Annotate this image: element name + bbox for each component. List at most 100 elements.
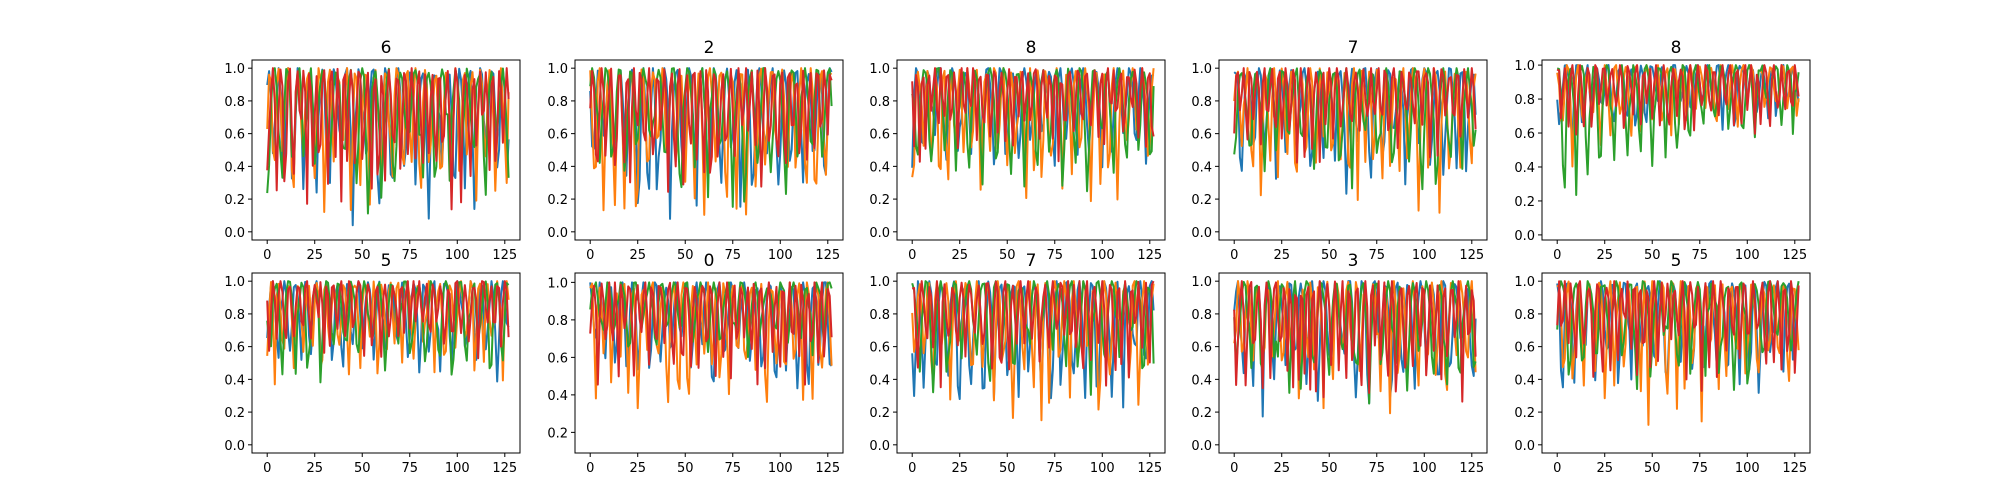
y-tick-label: 0.4 [1514, 161, 1535, 176]
y-tick-label: 0.8 [224, 308, 245, 323]
x-tick-label: 125 [1782, 461, 1807, 476]
x-tick-label: 75 [1046, 248, 1063, 263]
series-group [911, 280, 1155, 422]
x-tick-label: 100 [768, 461, 793, 476]
subplot-9: 0 25 50 75 100 125 0.0 0.2 0.4 0.6 0.8 1.0 3 [1191, 251, 1488, 476]
y-tick-label: 0.2 [1514, 195, 1535, 210]
x-tick-label: 100 [1090, 248, 1115, 263]
x-tick-label: 0 [586, 248, 594, 263]
y-tick-label: 0.8 [1514, 93, 1535, 108]
x-tick-label: 100 [445, 248, 470, 263]
axes-frame [574, 59, 844, 241]
series-group [589, 67, 833, 220]
series-group [1233, 67, 1477, 214]
y-tick-label: 0.6 [224, 341, 245, 356]
x-tick-label: 100 [1735, 248, 1760, 263]
y-tick-label: 0.2 [547, 193, 568, 208]
x-tick-label: 25 [1273, 461, 1290, 476]
x-tick-label: 0 [1553, 248, 1561, 263]
series-group [1556, 280, 1800, 426]
series-group [1556, 64, 1800, 196]
axes-frame [251, 272, 521, 454]
x-tick-label: 0 [908, 248, 916, 263]
x-tick-label: 125 [1137, 248, 1162, 263]
subplot-title: 7 [1348, 38, 1359, 58]
subplot-title: 8 [1671, 38, 1682, 58]
x-tick-label: 100 [768, 248, 793, 263]
series-group [589, 281, 833, 410]
x-tick-label: 0 [263, 461, 271, 476]
x-tick-label: 50 [1644, 461, 1661, 476]
series-line-3 [589, 281, 833, 359]
y-tick-label: 0.4 [869, 373, 890, 388]
y-tick-label: 0.8 [1191, 308, 1212, 323]
series-group [1233, 280, 1477, 418]
y-tick-label: 0.6 [224, 128, 245, 143]
y-tick-label: 0.4 [1514, 373, 1535, 388]
subplot-title: 7 [1026, 251, 1037, 271]
series-line-2 [911, 280, 1155, 422]
y-tick-label: 0.4 [224, 373, 245, 388]
x-tick-label: 125 [1137, 461, 1162, 476]
series-line-4 [266, 67, 510, 211]
x-tick-label: 0 [908, 461, 916, 476]
y-tick-label: 0.0 [1191, 439, 1212, 454]
series-line-4 [1233, 280, 1477, 403]
y-tick-label: 1.0 [1191, 275, 1212, 290]
series-group [266, 67, 510, 227]
y-tick-label: 0.0 [1514, 439, 1535, 454]
series-line-4 [911, 67, 1155, 163]
axes-frame [896, 272, 1166, 454]
subplot-6: 0 25 50 75 100 125 0.0 0.2 0.4 0.6 0.8 1.0 5 [224, 251, 521, 476]
series-line-3 [1556, 280, 1800, 391]
subplot-5: 0 25 50 75 100 125 0.0 0.2 0.4 0.6 0.8 1.0 8 [1514, 38, 1811, 263]
y-tick-label: 0.6 [869, 341, 890, 356]
x-tick-label: 50 [354, 461, 371, 476]
x-tick-label: 125 [815, 461, 840, 476]
subplot-title: 3 [1348, 251, 1359, 271]
x-tick-label: 100 [1412, 248, 1437, 263]
x-tick-label: 50 [677, 461, 694, 476]
x-tick-label: 25 [1596, 248, 1613, 263]
axes-frame [251, 59, 521, 241]
y-tick-label: 0.0 [224, 226, 245, 241]
subplot-title: 6 [381, 38, 392, 58]
y-tick-label: 0.8 [547, 314, 568, 329]
y-tick-label: 0.8 [869, 95, 890, 110]
series-line-4 [589, 281, 833, 386]
x-tick-label: 125 [492, 461, 517, 476]
y-tick-label: 0.0 [224, 439, 245, 454]
y-tick-label: 0.6 [1514, 127, 1535, 142]
x-tick-label: 75 [1691, 461, 1708, 476]
axes-frame [896, 59, 1166, 241]
x-tick-label: 50 [1321, 248, 1338, 263]
axes-frame [1541, 272, 1811, 454]
y-tick-label: 0.8 [1514, 308, 1535, 323]
axes-frame [574, 272, 844, 454]
x-tick-label: 100 [1090, 461, 1115, 476]
y-tick-label: 0.2 [1191, 406, 1212, 421]
y-tick-label: 0.6 [1191, 341, 1212, 356]
subplot-title: 8 [1026, 38, 1037, 58]
subplot-1: 0 25 50 75 100 125 0.0 0.2 0.4 0.6 0.8 1.0 6 [224, 38, 521, 263]
y-tick-label: 0.8 [1191, 95, 1212, 110]
x-tick-label: 50 [1321, 461, 1338, 476]
y-tick-label: 0.6 [869, 128, 890, 143]
x-tick-label: 50 [677, 248, 694, 263]
y-tick-label: 0.0 [869, 226, 890, 241]
x-tick-label: 75 [1368, 461, 1385, 476]
y-tick-label: 1.0 [224, 275, 245, 290]
x-tick-label: 125 [815, 248, 840, 263]
series-line-4 [1556, 280, 1800, 392]
y-tick-label: 1.0 [547, 62, 568, 77]
subplot-8: 0 25 50 75 100 125 0.0 0.2 0.4 0.6 0.8 1.0 7 [869, 251, 1166, 476]
y-tick-label: 0.6 [547, 128, 568, 143]
series-line-3 [589, 67, 833, 208]
series-line-4 [1556, 64, 1800, 136]
series-line-4 [266, 280, 510, 360]
x-tick-label: 25 [951, 461, 968, 476]
y-tick-label: 1.0 [1514, 275, 1535, 290]
y-tick-label: 1.0 [1191, 62, 1212, 77]
axes-frame [1541, 59, 1811, 241]
